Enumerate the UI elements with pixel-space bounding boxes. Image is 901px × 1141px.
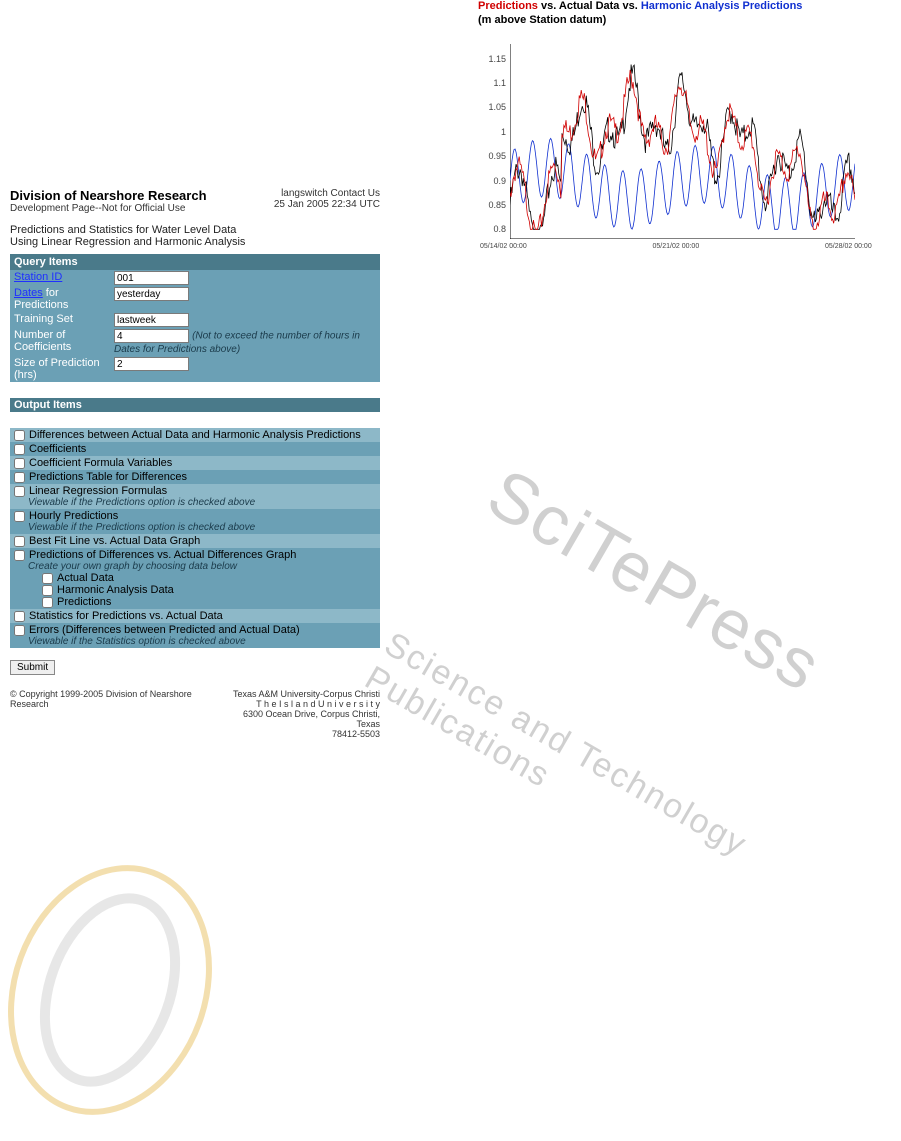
size-pred-label: Size of Prediction (hrs) <box>10 356 110 382</box>
chart-subtitle: (m above Station datum) <box>478 14 863 26</box>
chart-title: Predictions vs. Actual Data vs. Harmonic… <box>478 0 863 12</box>
output-checkbox[interactable] <box>14 625 25 636</box>
output-item-label: Predictions of Differences vs. Actual Di… <box>29 549 296 561</box>
x-tick-label: 05/28/02 00:00 <box>825 243 872 250</box>
output-item-label: Statistics for Predictions vs. Actual Da… <box>29 610 223 622</box>
output-child-checkbox[interactable] <box>42 597 53 608</box>
submit-button[interactable]: Submit <box>10 660 55 675</box>
output-item-note: Viewable if the Predictions option is ch… <box>14 497 376 508</box>
output-checkbox[interactable] <box>14 536 25 547</box>
output-checkbox[interactable] <box>14 550 25 561</box>
y-tick-label: 0.85 <box>482 200 506 210</box>
training-set-input[interactable] <box>114 313 189 327</box>
watermark-brand: SciTePress <box>475 453 836 707</box>
output-checkbox[interactable] <box>14 611 25 622</box>
output-child-checkbox[interactable] <box>42 573 53 584</box>
footer-right-3: 6300 Ocean Drive, Corpus Christi, Texas <box>224 709 380 729</box>
query-table: Station ID Dates for Predictions Trainin… <box>10 270 380 382</box>
dates-link[interactable]: Dates <box>14 287 43 299</box>
y-tick-label: 0.8 <box>482 224 506 234</box>
footer-right-2: T h e I s l a n d U n i v e r s i t y <box>224 699 380 709</box>
num-coef-label: Number of Coefficients <box>10 328 110 356</box>
y-tick-label: 0.9 <box>482 176 506 186</box>
output-item-label: Linear Regression Formulas <box>29 485 167 497</box>
org-title: Division of Nearshore Research <box>10 188 207 203</box>
output-checkbox[interactable] <box>14 444 25 455</box>
output-child-label: Predictions <box>57 596 111 608</box>
output-item-label: Coefficients <box>29 443 86 455</box>
header-links[interactable]: langswitch Contact Us <box>274 188 380 199</box>
form-panel: Division of Nearshore Research Developme… <box>10 188 380 739</box>
y-tick-label: 0.95 <box>482 151 506 161</box>
output-item-label: Hourly Predictions <box>29 510 118 522</box>
station-id-link[interactable]: Station ID <box>14 271 62 283</box>
output-child-row: Actual Data <box>14 572 376 584</box>
output-item-label: Differences between Actual Data and Harm… <box>29 429 361 441</box>
output-item-label: Best Fit Line vs. Actual Data Graph <box>29 535 200 547</box>
output-item-label: Predictions Table for Differences <box>29 471 187 483</box>
org-subtitle: Development Page--Not for Official Use <box>10 203 207 214</box>
dates-input[interactable] <box>114 287 189 301</box>
y-tick-label: 1.15 <box>482 54 506 64</box>
training-set-label: Training Set <box>10 312 110 328</box>
header-date: 25 Jan 2005 22:34 UTC <box>274 199 380 210</box>
output-item-subtitle: Create your own graph by choosing data b… <box>14 561 376 572</box>
footer-right-1: Texas A&M University-Corpus Christi <box>224 689 380 699</box>
output-child-row: Predictions <box>14 596 376 608</box>
chart-svg <box>510 44 855 239</box>
x-tick-label: 05/14/02 00:00 <box>480 243 527 250</box>
output-item-note: Viewable if the Statistics option is che… <box>14 636 376 647</box>
watermark-tagline: Science and Technology Publications <box>358 625 883 973</box>
page: Science and Technology Publications SciT… <box>0 0 901 1141</box>
output-child-row: Harmonic Analysis Data <box>14 584 376 596</box>
size-pred-input[interactable] <box>114 357 189 371</box>
output-checkbox[interactable] <box>14 430 25 441</box>
page-desc-1: Predictions and Statistics for Water Lev… <box>10 224 380 236</box>
chart-panel: Predictions vs. Actual Data vs. Harmonic… <box>478 0 863 259</box>
output-item-note: Viewable if the Predictions option is ch… <box>14 522 376 533</box>
footer-right-4: 78412-5503 <box>224 729 380 739</box>
y-tick-label: 1 <box>482 127 506 137</box>
output-item-label: Coefficient Formula Variables <box>29 457 172 469</box>
output-child-label: Harmonic Analysis Data <box>57 584 174 596</box>
watermark-logo <box>0 840 230 1130</box>
page-desc-2: Using Linear Regression and Harmonic Ana… <box>10 236 380 248</box>
chart-title-harm: Harmonic Analysis Predictions <box>641 0 803 12</box>
chart-box: 0.8 0.85 0.9 0.95 1 1.05 1.1 1.15 05/14/02 00:00… <box>478 34 863 259</box>
chart-title-pred: Predictions <box>478 0 538 12</box>
y-tick-label: 1.05 <box>482 102 506 112</box>
x-tick-label: 05/21/02 00:00 <box>653 243 700 250</box>
query-header: Query Items <box>10 254 380 270</box>
num-coef-input[interactable] <box>114 329 189 343</box>
output-checkbox[interactable] <box>14 472 25 483</box>
output-child-label: Actual Data <box>57 572 114 584</box>
output-table: Output Items <box>10 398 380 412</box>
output-body: Differences between Actual Data and Harm… <box>10 428 380 648</box>
output-checkbox[interactable] <box>14 458 25 469</box>
station-id-input[interactable] <box>114 271 189 285</box>
output-item-label: Errors (Differences between Predicted an… <box>29 624 300 636</box>
output-checkbox[interactable] <box>14 486 25 497</box>
chart-title-mid: vs. Actual Data vs. <box>538 0 641 12</box>
output-checkbox[interactable] <box>14 511 25 522</box>
y-tick-label: 1.1 <box>482 78 506 88</box>
output-child-checkbox[interactable] <box>42 585 53 596</box>
footer-left: © Copyright 1999-2005 Division of Nearsh… <box>10 689 224 739</box>
output-header: Output Items <box>10 398 380 412</box>
